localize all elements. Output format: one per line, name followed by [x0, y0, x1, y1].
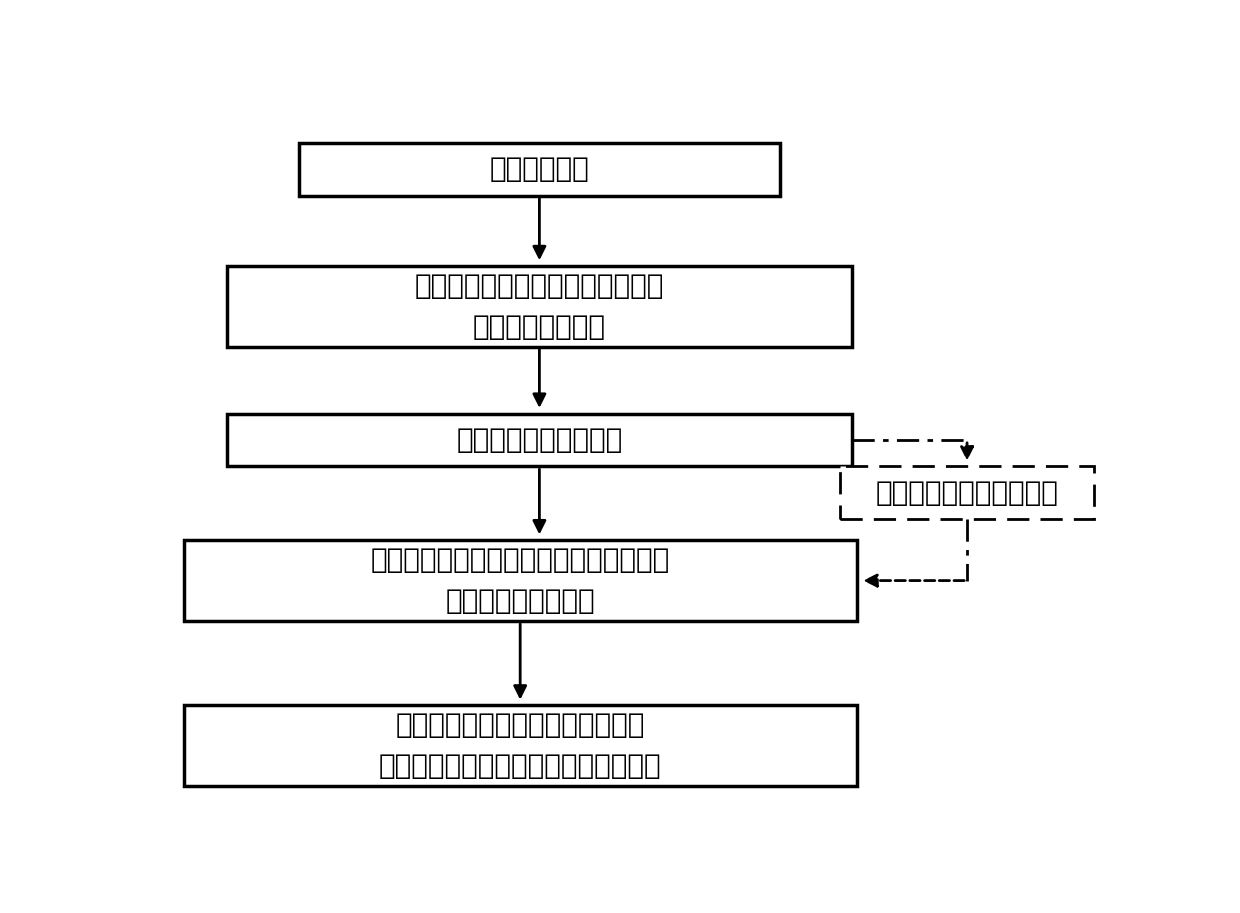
Bar: [839, 467, 1095, 519]
Bar: [227, 414, 852, 467]
Bar: [299, 143, 780, 195]
Text: 测量心影右侧最大横径、心影左侧最大横
径以及胸廓最大横径: 测量心影右侧最大横径、心影左侧最大横 径以及胸廓最大横径: [371, 546, 670, 615]
Text: 对胸部图像中的肺区域进行分割，
获得左、右肺图像: 对胸部图像中的肺区域进行分割， 获得左、右肺图像: [414, 272, 665, 341]
Bar: [184, 706, 857, 786]
Text: 对左、右肺进行倾斜校正: 对左、右肺进行倾斜校正: [875, 478, 1059, 507]
Bar: [184, 540, 857, 621]
Text: 获取左、右肺的中轴线: 获取左、右肺的中轴线: [456, 426, 622, 454]
Text: 计算心影右侧最大横径及心影左侧
最大横径的和值与胸廓最大横径的比值: 计算心影右侧最大横径及心影左侧 最大横径的和值与胸廓最大横径的比值: [379, 711, 661, 781]
Bar: [227, 266, 852, 347]
Text: 获取胸部图像: 获取胸部图像: [490, 155, 589, 184]
